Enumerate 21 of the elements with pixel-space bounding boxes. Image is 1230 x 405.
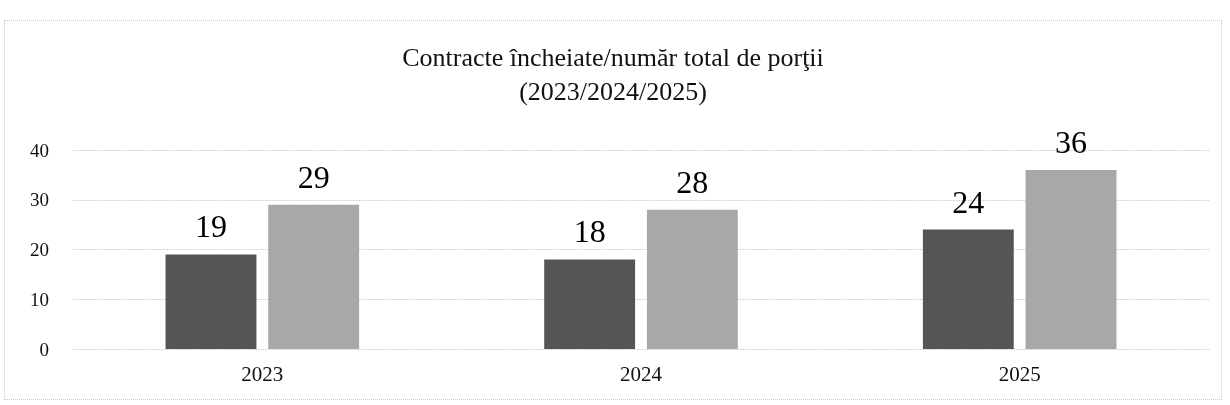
y-tick-label: 0 (39, 338, 49, 360)
data-label: 19 (194, 208, 227, 245)
data-label: 18 (573, 213, 606, 250)
bar (922, 229, 1014, 349)
data-label: 29 (297, 158, 330, 195)
y-tick-label: 10 (30, 288, 49, 310)
data-label: 24 (952, 183, 985, 220)
y-tick-label: 30 (30, 189, 49, 211)
chart-title: Contracte încheiate/număr total de porţii (2023/2024/2025) (402, 42, 824, 106)
bar (544, 259, 636, 349)
y-tick-label: 40 (30, 139, 49, 161)
data-label: 36 (1055, 123, 1088, 160)
x-tick-label: 2025 (998, 361, 1041, 386)
y-tick-label: 20 (30, 239, 49, 260)
bar (165, 254, 257, 349)
x-tick-label: 2023 (241, 361, 284, 386)
data-label: 28 (676, 163, 709, 200)
x-tick-label: 2024 (620, 361, 663, 386)
bar (646, 209, 738, 349)
bar (268, 204, 360, 349)
bar (1025, 169, 1117, 349)
